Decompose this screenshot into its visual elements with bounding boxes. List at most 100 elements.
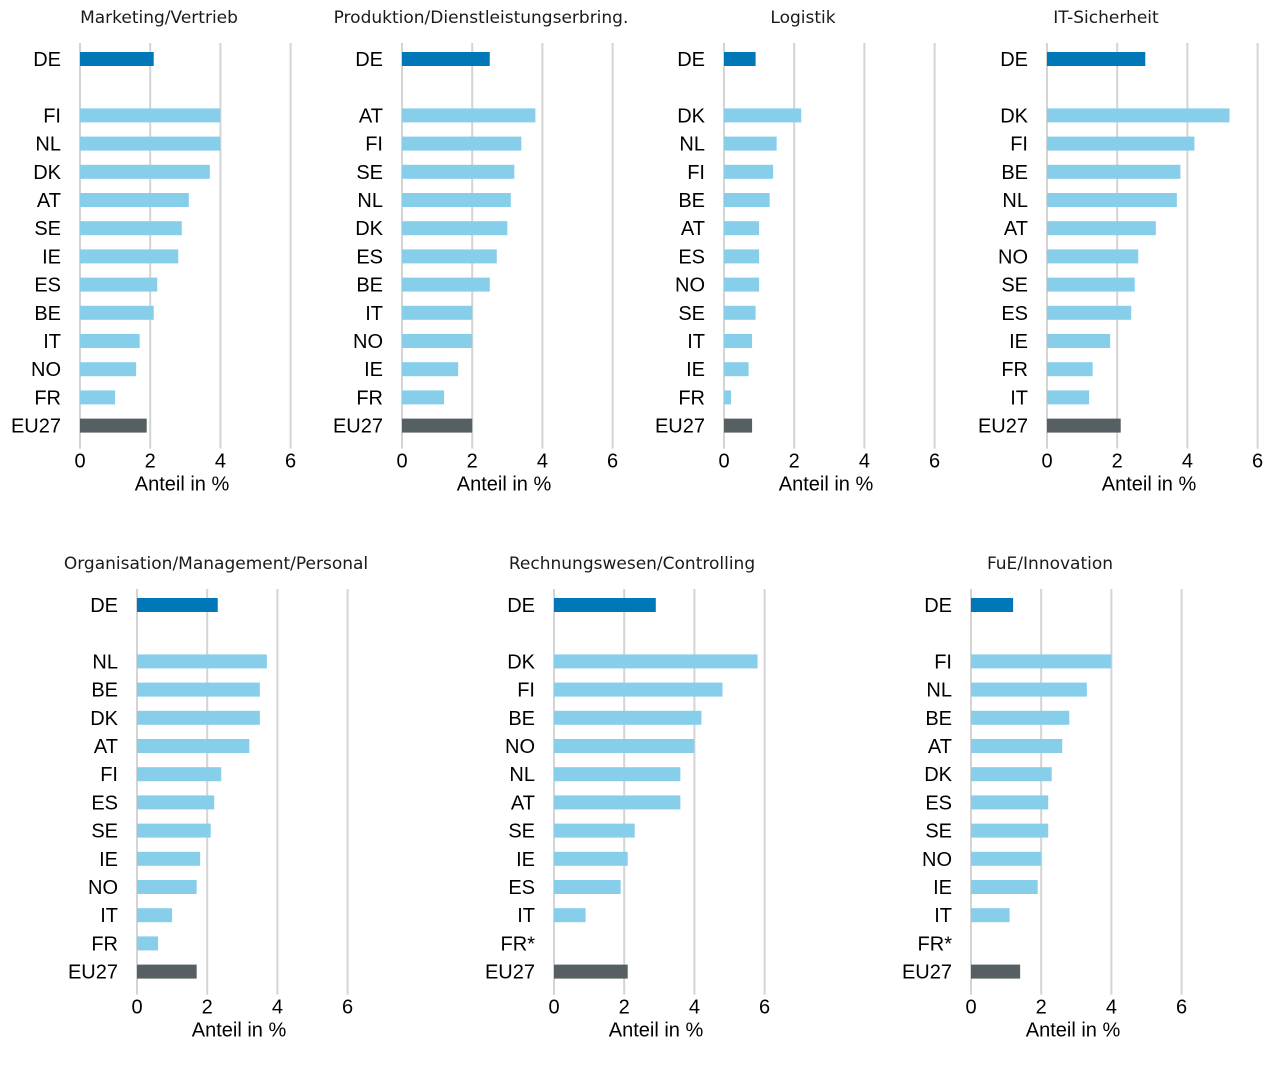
- tick-label: 2: [145, 451, 156, 473]
- bar: [402, 164, 515, 179]
- category-label: DK: [924, 764, 952, 786]
- category-label: DE: [90, 595, 118, 617]
- category-label: NO: [998, 246, 1028, 268]
- category-label: IE: [99, 849, 118, 871]
- x-axis-label: Anteil in %: [457, 474, 552, 496]
- bar: [1047, 277, 1135, 292]
- bar: [1047, 52, 1146, 66]
- bar: [402, 249, 497, 264]
- bar: [971, 964, 1021, 979]
- bar: [137, 767, 222, 782]
- bar: [137, 795, 215, 810]
- tick-label: 2: [789, 451, 800, 473]
- category-label: IT: [100, 905, 118, 927]
- category-label: IE: [933, 877, 952, 899]
- category-label: EU27: [333, 416, 383, 438]
- category-label: IT: [43, 331, 61, 353]
- tick-label: 6: [285, 451, 296, 473]
- bar: [80, 136, 221, 151]
- panel-title: FuE/Innovation: [987, 554, 1113, 574]
- category-label: FR: [678, 387, 705, 409]
- bar: [80, 390, 116, 405]
- category-label: IT: [365, 303, 383, 325]
- bar: [554, 710, 702, 725]
- category-label: DK: [90, 708, 118, 730]
- bar: [80, 334, 140, 348]
- category-label: DK: [1000, 105, 1028, 127]
- bar: [971, 710, 1070, 725]
- category-label: FI: [43, 105, 61, 127]
- category-label: DK: [355, 218, 383, 240]
- tick-label: 6: [759, 997, 770, 1019]
- category-label: EU27: [655, 416, 705, 438]
- category-label: ES: [508, 877, 535, 899]
- category-label: IE: [1009, 331, 1028, 353]
- category-label: BE: [91, 680, 118, 702]
- bar: [554, 767, 681, 782]
- category-label: DE: [355, 49, 383, 71]
- bar: [724, 108, 802, 123]
- category-label: FR: [34, 387, 61, 409]
- bar: [1047, 305, 1132, 320]
- category-label: SE: [356, 162, 383, 184]
- category-label: NL: [509, 764, 535, 786]
- bar: [1047, 362, 1093, 377]
- category-label: ES: [1001, 303, 1028, 325]
- category-label: AT: [928, 736, 952, 758]
- tick-label: 0: [718, 451, 729, 473]
- bar: [554, 795, 681, 810]
- category-label: ES: [678, 246, 705, 268]
- bar: [554, 823, 635, 838]
- tick-label: 2: [619, 997, 630, 1019]
- bar: [971, 654, 1112, 669]
- panel-title: Rechnungswesen/Controlling: [509, 554, 755, 574]
- category-label: IT: [687, 331, 705, 353]
- bar: [971, 795, 1049, 810]
- category-label: AT: [681, 218, 705, 240]
- tick-label: 0: [396, 451, 407, 473]
- bar: [137, 739, 250, 753]
- category-label: EU27: [485, 962, 535, 984]
- category-label: NO: [922, 849, 952, 871]
- category-label: ES: [91, 792, 118, 814]
- panel-title: IT-Sicherheit: [1053, 8, 1159, 28]
- category-label: SE: [925, 821, 952, 843]
- category-label: NL: [1002, 190, 1028, 212]
- bar: [402, 52, 490, 66]
- category-label: IT: [1010, 387, 1028, 409]
- bar: [402, 418, 473, 433]
- tick-label: 4: [1106, 997, 1117, 1019]
- tick-label: 0: [74, 451, 85, 473]
- category-label: BE: [925, 708, 952, 730]
- category-label: FR: [1001, 359, 1028, 381]
- category-label: FR*: [918, 933, 953, 955]
- bar: [554, 739, 695, 753]
- bar: [554, 851, 628, 866]
- category-label: IT: [517, 905, 535, 927]
- category-label: EU27: [11, 416, 61, 438]
- bar: [137, 823, 211, 838]
- bar: [80, 249, 179, 264]
- category-label: NL: [357, 190, 383, 212]
- x-axis-label: Anteil in %: [1026, 1020, 1121, 1042]
- bar: [724, 305, 756, 320]
- bar: [1047, 221, 1156, 236]
- category-label: FR: [91, 933, 118, 955]
- panel-title: Organisation/Management/Personal: [64, 554, 368, 574]
- bar: [724, 193, 770, 207]
- bar: [724, 277, 760, 292]
- category-label: FI: [517, 680, 535, 702]
- bar: [1047, 136, 1195, 151]
- bar: [554, 598, 656, 612]
- category-label: IE: [686, 359, 705, 381]
- bar: [971, 880, 1038, 894]
- category-label: AT: [37, 190, 61, 212]
- category-label: NO: [88, 877, 118, 899]
- bar: [1047, 193, 1177, 207]
- category-label: FI: [687, 162, 705, 184]
- tick-label: 0: [548, 997, 559, 1019]
- category-label: EU27: [902, 962, 952, 984]
- bar: [137, 936, 159, 951]
- category-label: NL: [35, 134, 61, 156]
- tick-label: 4: [1182, 451, 1193, 473]
